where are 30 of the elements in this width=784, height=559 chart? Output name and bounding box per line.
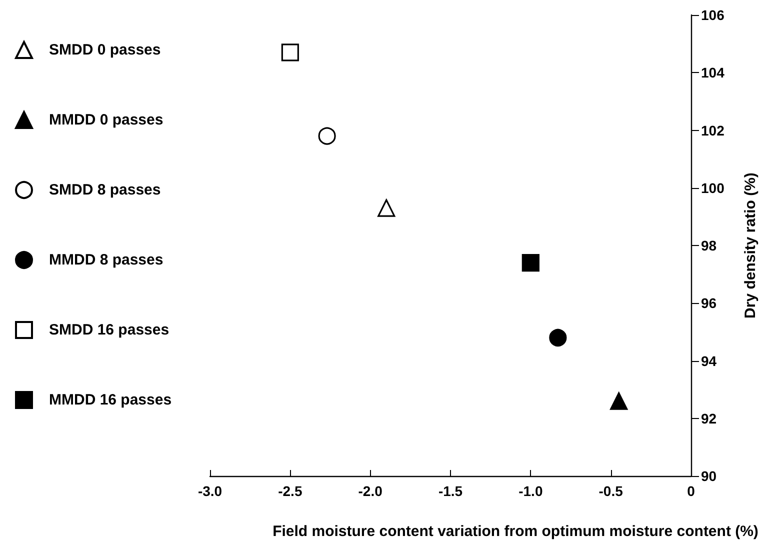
x-tick-label: -2.0	[358, 483, 383, 499]
x-tick-label: -0.5	[598, 483, 624, 499]
y-tick-label: 104	[701, 64, 725, 81]
legend-label: SMDD 8 passes	[49, 182, 161, 198]
y-axis-title: Dry density ratio (%)	[742, 172, 759, 318]
legend-label: SMDD 0 passes	[49, 42, 161, 58]
x-tick-label: -1.0	[518, 483, 543, 499]
legend-label: MMDD 8 passes	[49, 252, 164, 268]
legend-label: MMDD 0 passes	[49, 112, 164, 128]
y-tick-label: 100	[701, 180, 725, 196]
y-tick-label: 90	[701, 468, 717, 484]
point	[318, 127, 336, 145]
y-tick-label: 94	[701, 352, 717, 369]
x-tick-label: -2.5	[278, 483, 302, 499]
y-tick-label: 102	[701, 122, 725, 138]
y-tick-label: 98	[701, 238, 717, 254]
point	[378, 199, 396, 217]
y-tick-label: 96	[701, 295, 717, 312]
y-tick-label: 92	[701, 410, 717, 426]
x-tick-label: -3.0	[198, 483, 222, 499]
legend-label: MMDD 16 passes	[49, 392, 172, 408]
point	[610, 392, 628, 410]
legend-label: SMDD 16 passes	[49, 322, 170, 338]
x-tick-label: 0	[687, 483, 696, 499]
x-axis-title: Field moisture content variation from optimum moisture content (%)	[272, 523, 758, 540]
x-tick-label: -1.5	[438, 483, 463, 499]
point	[549, 328, 567, 346]
y-tick-label: 106	[701, 7, 725, 23]
point	[522, 254, 540, 272]
point	[281, 44, 299, 62]
